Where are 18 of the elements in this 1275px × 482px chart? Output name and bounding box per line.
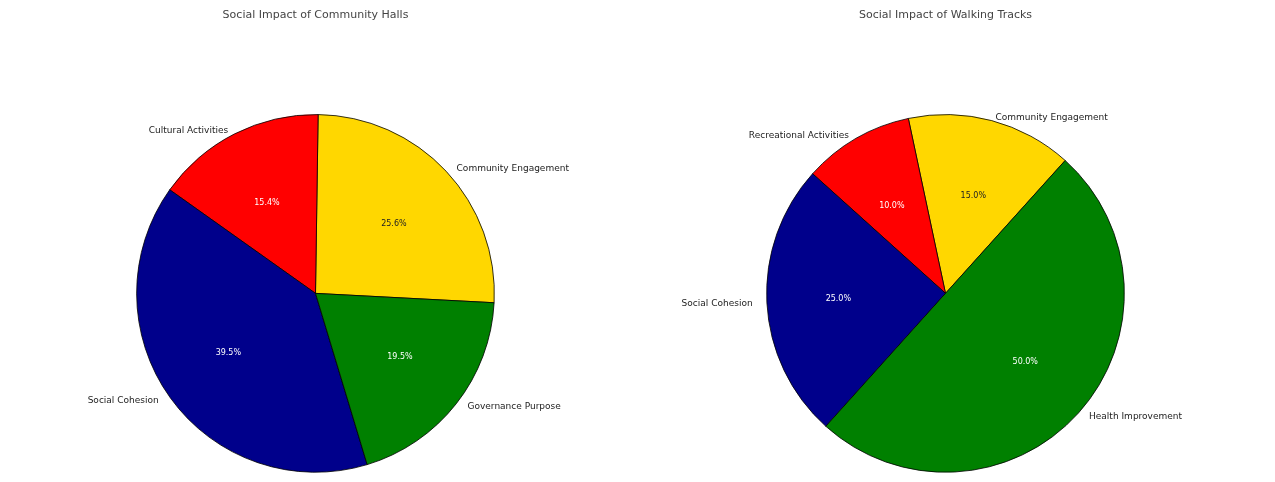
slice-label: Community Engagement bbox=[995, 111, 1109, 122]
data-label: 25.6% bbox=[381, 219, 407, 229]
data-label: 15.4% bbox=[254, 198, 281, 208]
data-label: 39.5% bbox=[215, 348, 242, 358]
slice-label: Community Engagement bbox=[456, 163, 570, 174]
slice-label: Social Cohesion bbox=[681, 297, 753, 308]
slice-label: Health Improvement bbox=[1089, 410, 1183, 421]
data-label: 25.0% bbox=[825, 294, 852, 304]
slice-label: Cultural Activities bbox=[148, 125, 229, 136]
data-label: 50.0% bbox=[1012, 356, 1039, 366]
slice-label: Social Cohesion bbox=[87, 395, 159, 406]
chart-title: Social Impact of Community Halls bbox=[222, 7, 409, 21]
data-label: 15.0% bbox=[960, 190, 987, 200]
slice-label: Recreational Activities bbox=[748, 129, 850, 140]
chart-title: Social Impact of Walking Tracks bbox=[858, 7, 1033, 21]
data-label: 19.5% bbox=[387, 351, 414, 361]
slice-label: Governance Purpose bbox=[467, 401, 562, 412]
data-label: 10.0% bbox=[879, 200, 905, 210]
